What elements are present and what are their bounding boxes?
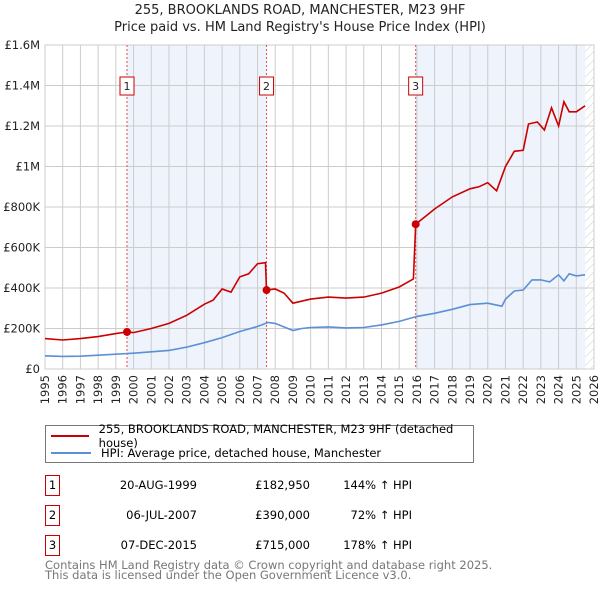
x-tick-label: 2020 <box>481 375 495 404</box>
x-tick-label: 2018 <box>445 375 459 404</box>
price-paid-line <box>44 99 586 341</box>
sale-row: 1 20-AUG-1999 £182,950 144% ↑ HPI <box>45 475 465 496</box>
y-tick-label: £1.6M <box>4 38 40 52</box>
x-tick-label: 2007 <box>251 375 265 404</box>
footer: Contains HM Land Registry data © Crown c… <box>45 558 493 582</box>
sale-point <box>262 286 271 295</box>
legend-item-property: 255, BROOKLANDS ROAD, MANCHESTER, M23 9H… <box>98 422 454 450</box>
sale-hpi-change: 178% ↑ HPI <box>343 538 412 552</box>
footer-line-2: This data is licensed under the Open Gov… <box>45 568 412 582</box>
y-tick-label: £0 <box>25 362 40 376</box>
chart-plot: 1995 1996 1997 1998 1999 2000 2001 2002 2003 2004… <box>3 38 600 404</box>
x-tick-label: 2022 <box>516 375 530 404</box>
footer-line-1: Contains HM Land Registry data © Crown c… <box>45 558 493 572</box>
sale-hpi-change: 72% ↑ HPI <box>350 508 412 522</box>
x-tick-label: 2004 <box>197 375 211 404</box>
sale-date: 06-JUL-2007 <box>126 508 197 522</box>
x-tick-label: 2025 <box>569 375 583 404</box>
sale-point <box>122 327 131 336</box>
sale-row: 3 07-DEC-2015 £715,000 178% ↑ HPI <box>45 535 465 556</box>
legend-red-line <box>51 435 89 437</box>
x-tick-label: 2006 <box>233 375 247 404</box>
chart-subtitle: Price paid vs. HM Land Registry's House … <box>114 20 486 35</box>
sale-label: 3 <box>412 80 419 93</box>
y-tick-label: £1.4M <box>4 79 40 93</box>
x-tick-label: 2026 <box>587 375 600 404</box>
x-tick-label: 2017 <box>428 375 442 404</box>
sale-point <box>411 220 420 229</box>
x-tick-label: 1995 <box>38 375 52 404</box>
y-tick-label: £200K <box>3 322 40 336</box>
x-tick-label: 2003 <box>180 375 194 404</box>
sale-label: 1 <box>123 80 130 93</box>
x-tick-label: 2013 <box>357 375 371 404</box>
sale-hpi-change: 144% ↑ HPI <box>343 478 412 492</box>
sale-number-box: 3 <box>45 535 60 556</box>
x-tick-label: 1997 <box>73 375 87 404</box>
sale-number-box: 1 <box>45 475 60 496</box>
sale-price: £715,000 <box>255 538 310 552</box>
sale-price: £390,000 <box>255 508 310 522</box>
x-tick-label: 2008 <box>268 375 282 404</box>
x-tick-label: 2005 <box>215 375 229 404</box>
sale-date: 07-DEC-2015 <box>120 538 197 552</box>
x-tick-label: 2001 <box>144 375 158 404</box>
x-tick-label: 2010 <box>304 375 318 404</box>
x-tick-label: 1996 <box>56 375 70 404</box>
x-tick-label: 2011 <box>321 375 335 404</box>
x-tick-label: 2000 <box>127 375 141 404</box>
legend-item-hpi: HPI: Average price, detached house, Manc… <box>101 446 382 460</box>
y-tick-label: £600K <box>3 241 40 255</box>
legend: 255, BROOKLANDS ROAD, MANCHESTER, M23 9H… <box>45 422 474 463</box>
sale-date: 20-AUG-1999 <box>119 478 197 492</box>
sale-price: £182,950 <box>255 478 310 492</box>
x-tick-label: 2009 <box>286 375 300 404</box>
chart-title: 255, BROOKLANDS ROAD, MANCHESTER, M23 9H… <box>134 3 466 18</box>
sale-label-box <box>119 76 135 96</box>
x-tick-label: 2002 <box>162 375 176 404</box>
sale-label-box <box>259 76 275 96</box>
x-tick-label: 2012 <box>339 375 353 404</box>
sale-label-box <box>408 76 424 96</box>
plot-border <box>44 44 595 370</box>
x-tick-label: 2014 <box>374 375 388 404</box>
sale-number-box: 2 <box>45 505 60 526</box>
legend-blue-line <box>51 452 91 454</box>
x-tick-label: 2016 <box>410 375 424 404</box>
x-tick-label: 2023 <box>534 375 548 404</box>
y-tick-label: £400K <box>3 281 40 295</box>
x-tick-label: 2015 <box>392 375 406 404</box>
hpi-line <box>44 272 586 358</box>
x-tick-label: 1999 <box>109 375 123 404</box>
x-tick-label: 2019 <box>463 375 477 404</box>
x-tick-label: 2024 <box>552 375 566 404</box>
y-tick-label: £1.2M <box>4 119 40 133</box>
y-tick-label: £1M <box>15 160 40 174</box>
sale-label: 2 <box>263 80 270 93</box>
x-tick-label: 1998 <box>91 375 105 404</box>
sale-row: 2 06-JUL-2007 £390,000 72% ↑ HPI <box>45 505 465 526</box>
x-tick-label: 2021 <box>498 375 512 404</box>
y-tick-label: £800K <box>3 200 40 214</box>
